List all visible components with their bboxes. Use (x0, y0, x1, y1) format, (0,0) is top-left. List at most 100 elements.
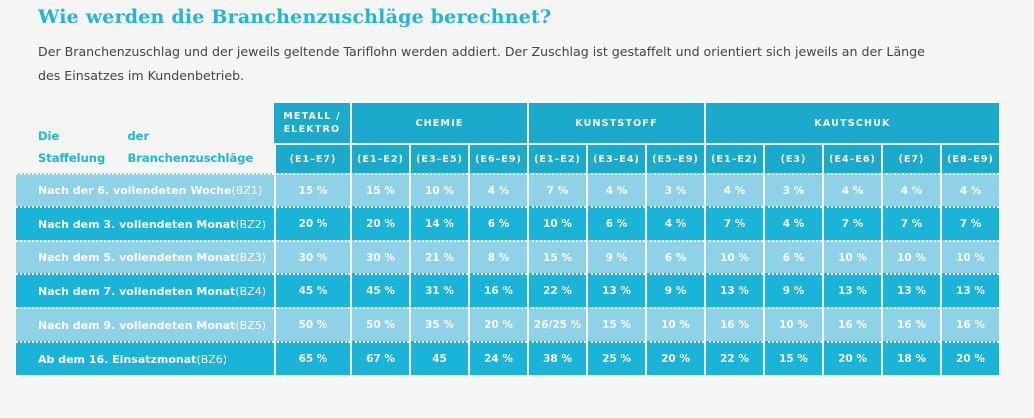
table-corner-label: Die Staffelung der Branchenzuschläge (16, 103, 274, 173)
table-cell: 16 % (468, 273, 527, 307)
row-label: Nach dem 9. vollendeten Monat (BZ5) (16, 307, 274, 341)
table-cell: 35 % (409, 307, 468, 341)
table-cell: 50 % (350, 307, 409, 341)
table-cell: 10 % (822, 240, 881, 273)
row-label-text: Nach der 6. vollendeten Woche (38, 184, 232, 197)
table-cell: 18 % (881, 341, 940, 375)
row-label: Nach dem 3. vollendeten Monat (BZ2) (16, 206, 274, 240)
row-label-text: Nach dem 5. vollendeten Monat (38, 251, 236, 264)
table-cell: 7 % (881, 206, 940, 240)
subheader-0: (E1–E7) (274, 143, 350, 173)
table-cell: 4 % (468, 173, 527, 206)
row-label: Ab dem 16. Einsatzmonat (BZ6) (16, 341, 274, 375)
table-cell: 9 % (586, 240, 645, 273)
table-cell: 7 % (822, 206, 881, 240)
table-cell: 10 % (704, 240, 763, 273)
group-header-kautschuk: KAUTSCHUK (704, 103, 999, 143)
table-cell: 25 % (586, 341, 645, 375)
intro-text: Der Branchenzuschlag und der jeweils gel… (38, 40, 998, 88)
row-label-text: Nach dem 3. vollendeten Monat (38, 217, 236, 231)
table-cell: 10 % (527, 206, 586, 240)
table-cell: 20 % (940, 341, 999, 375)
group-header-metall-line-2: ELEKTRO (283, 124, 341, 135)
table-cell: 7 % (527, 173, 586, 206)
table-cell: 20 % (350, 206, 409, 240)
subheader-9: (E4–E6) (822, 143, 881, 173)
table-cell: 6 % (586, 206, 645, 240)
table-cell: 16 % (940, 307, 999, 341)
subheader-5: (E3–E4) (586, 143, 645, 173)
row-label-code: (BZ2) (235, 217, 267, 231)
table-cell: 16 % (704, 307, 763, 341)
table-cell: 20 % (822, 341, 881, 375)
subheader-2: (E3–E5) (409, 143, 468, 173)
table-cell: 15 % (763, 341, 822, 375)
table-cell: 45 % (274, 273, 350, 307)
row-label-text: Nach dem 9. vollendeten Monat (38, 318, 236, 332)
table-cell: 10 % (881, 240, 940, 273)
group-header-metall-line-1: METALL / (283, 111, 341, 122)
table-cell: 8 % (468, 240, 527, 273)
table-cell: 4 % (586, 173, 645, 206)
table-cell: 3 % (763, 173, 822, 206)
row-label: Nach dem 7. vollendeten Monat (BZ4) (16, 273, 274, 307)
table-cell: 45 (409, 341, 468, 375)
table-cell: 65 % (274, 341, 350, 375)
intro-line-1: Der Branchenzuschlag und der jeweils gel… (38, 44, 925, 59)
table-cell: 10 % (763, 307, 822, 341)
row-label-code: (BZ3) (235, 251, 267, 264)
table-cell: 13 % (940, 273, 999, 307)
subheader-4: (E1–E2) (527, 143, 586, 173)
corner-line-1: Die Staffelung (38, 129, 106, 165)
table-cell: 15 % (586, 307, 645, 341)
table-cell: 21 % (409, 240, 468, 273)
row-label-code: (BZ6) (196, 352, 228, 366)
table-cell: 67 % (350, 341, 409, 375)
group-header-chemie: CHEMIE (350, 103, 527, 143)
subheader-10: (E7) (881, 143, 940, 173)
table-cell: 24 % (468, 341, 527, 375)
row-label-code: (BZ5) (235, 318, 267, 332)
group-header-metall: METALL / ELEKTRO (274, 103, 350, 143)
table-cell: 30 % (350, 240, 409, 273)
table-cell: 22 % (527, 273, 586, 307)
subheader-8: (E3) (763, 143, 822, 173)
table-cell: 10 % (409, 173, 468, 206)
row-label: Nach dem 5. vollendeten Monat (BZ3) (16, 240, 274, 273)
table-cell: 10 % (940, 240, 999, 273)
table-cell: 6 % (468, 206, 527, 240)
table-cell: 4 % (645, 206, 704, 240)
table-cell: 31 % (409, 273, 468, 307)
table-cell: 6 % (763, 240, 822, 273)
table-cell: 13 % (586, 273, 645, 307)
table-cell: 14 % (409, 206, 468, 240)
table-cell: 4 % (763, 206, 822, 240)
table-cell: 9 % (763, 273, 822, 307)
intro-line-2: des Einsatzes im Kundenbetrieb. (38, 68, 245, 83)
page-title: Wie werden die Branchenzuschläge berechn… (38, 6, 552, 28)
table-cell: 13 % (822, 273, 881, 307)
table-cell: 15 % (350, 173, 409, 206)
group-header-kunststoff: KUNSTSTOFF (527, 103, 704, 143)
row-label-code: (BZ4) (235, 284, 267, 298)
table-cell: 22 % (704, 341, 763, 375)
subheader-3: (E6–E9) (468, 143, 527, 173)
corner-line-2: der Branchenzuschläge (127, 129, 254, 165)
row-label: Nach der 6. vollendeten Woche (BZ1) (16, 173, 274, 206)
table-cell: 16 % (881, 307, 940, 341)
table-cell: 4 % (881, 173, 940, 206)
table-cell: 4 % (940, 173, 999, 206)
row-label-text: Nach dem 7. vollendeten Monat (38, 284, 236, 298)
table-cell: 16 % (822, 307, 881, 341)
table-cell: 7 % (704, 206, 763, 240)
table-cell: 15 % (274, 173, 350, 206)
table-cell: 13 % (881, 273, 940, 307)
table-cell: 7 % (940, 206, 999, 240)
table-cell: 30 % (274, 240, 350, 273)
table-cell: 50 % (274, 307, 350, 341)
table-cell: 3 % (645, 173, 704, 206)
table-cell: 38 % (527, 341, 586, 375)
table-cell: 4 % (822, 173, 881, 206)
table-cell: 15 % (527, 240, 586, 273)
table-cell: 13 % (704, 273, 763, 307)
